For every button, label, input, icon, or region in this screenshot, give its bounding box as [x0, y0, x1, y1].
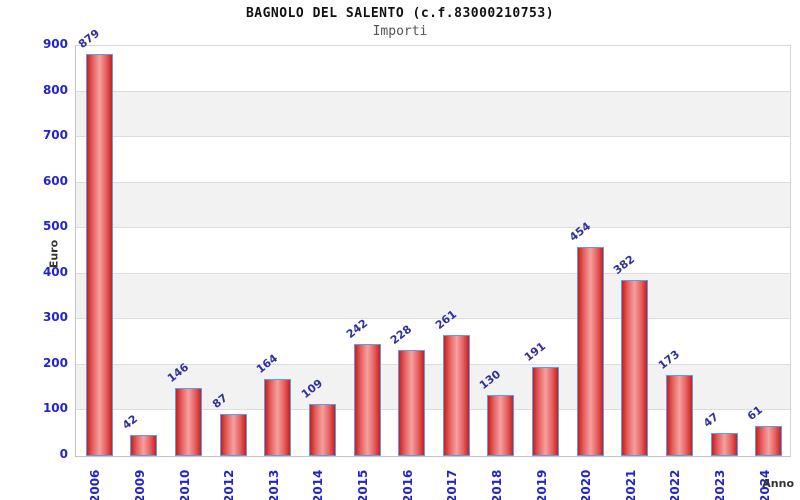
y-tick-label: 600 [42, 173, 68, 188]
x-tick-label: 2020 [579, 469, 594, 500]
gridline [76, 409, 790, 411]
x-tick-label: 2021 [623, 469, 638, 500]
x-tick-label: 2019 [534, 469, 549, 500]
x-tick-label: 2022 [668, 469, 683, 500]
x-tick-label: 2006 [88, 469, 103, 500]
bar-2015 [353, 343, 381, 456]
gridline [76, 90, 790, 92]
bar-2022 [665, 375, 693, 456]
bar-2024 [755, 426, 783, 456]
gridline [76, 181, 790, 183]
gridline [76, 318, 790, 320]
x-tick-label: 2012 [222, 469, 237, 500]
bar-2020 [576, 247, 604, 456]
plot-area: 879 42 146 87 164 109 242 228 261 130 191 454 382 173… [75, 26, 791, 457]
y-tick-label: 100 [42, 401, 68, 416]
bar-2016 [398, 350, 426, 456]
y-tick-label: 200 [42, 355, 68, 370]
chart-title: BAGNOLO DEL SALENTO (c.f.83000210753) [245, 6, 555, 21]
y-tick-label: 0 [59, 447, 68, 461]
bar-2017 [442, 335, 470, 456]
bar-2013 [264, 379, 292, 456]
y-tick-label: 400 [42, 264, 68, 279]
bar-value-label: 47 [700, 409, 721, 430]
bar-value-label: 191 [522, 339, 549, 364]
bar-2018 [487, 394, 515, 456]
y-tick-label: 500 [42, 219, 68, 234]
x-axis-label: Anno [762, 477, 794, 490]
bar-2014 [308, 404, 336, 456]
gridline [76, 272, 790, 274]
bar-2010 [175, 387, 203, 456]
gray-band [76, 91, 790, 138]
gridline [76, 363, 790, 365]
gridline [76, 136, 790, 138]
x-tick-label: 2018 [489, 469, 504, 500]
bar-value-label: 242 [343, 316, 370, 341]
x-tick-label: 2013 [266, 469, 281, 500]
y-tick-label: 900 [42, 37, 68, 51]
gray-band [76, 273, 790, 320]
x-tick-label: 2016 [400, 469, 415, 500]
bar-value-label: 228 [388, 322, 415, 348]
y-tick-label: 800 [42, 82, 68, 97]
bar-value-label: 42 [120, 412, 141, 432]
bar-2006 [85, 53, 113, 456]
x-tick-label: 2010 [177, 469, 192, 500]
gray-band [76, 182, 790, 229]
bar-2019 [532, 367, 560, 456]
bar-2023 [710, 432, 738, 456]
bar-2021 [621, 279, 649, 456]
x-tick-label: 2015 [356, 469, 371, 500]
chart-subtitle: Importi [372, 24, 428, 39]
gridline [76, 227, 790, 229]
x-tick-label: 2017 [445, 469, 460, 500]
bar-2012 [219, 414, 247, 456]
x-tick-label: 2014 [311, 469, 326, 500]
bar-2009 [130, 434, 158, 456]
x-tick-label: 2023 [713, 469, 728, 500]
y-tick-label: 700 [42, 128, 68, 143]
x-tick-label: 2009 [132, 469, 147, 500]
y-tick-label: 300 [42, 310, 68, 325]
